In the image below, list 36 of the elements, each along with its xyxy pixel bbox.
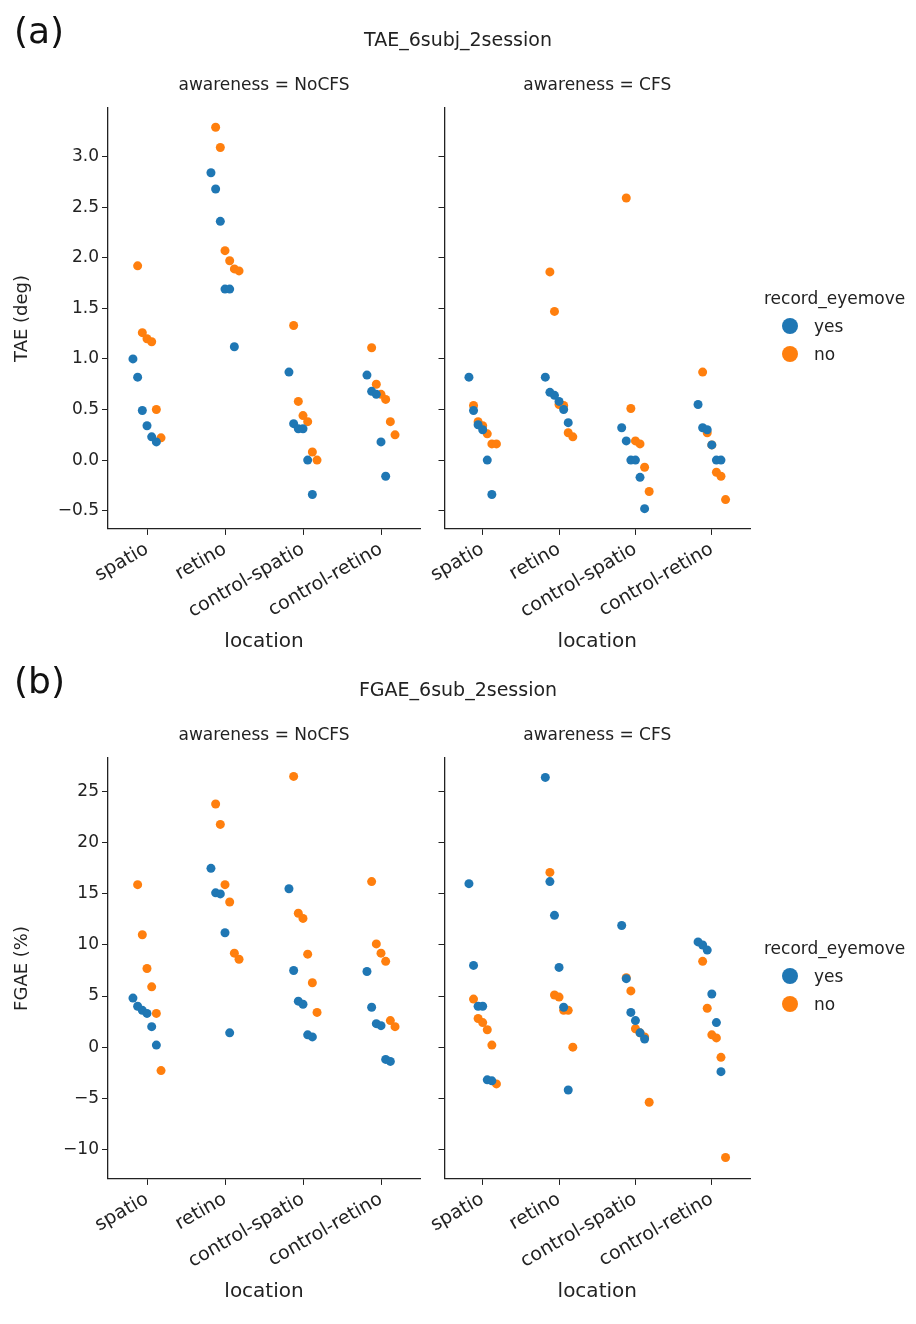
y-tick-label: 5 — [88, 984, 99, 1005]
y-tick-label: 20 — [77, 831, 99, 852]
y-tick-label: −10 — [63, 1137, 99, 1158]
y-tick-label: 15 — [77, 882, 99, 903]
y-tick-label: 3.0 — [71, 144, 99, 165]
x-axis-title: location — [224, 628, 304, 653]
legend-label: no — [814, 344, 836, 364]
y-tick-label: 0.0 — [71, 448, 99, 469]
legend-title: record_eyemove — [764, 938, 907, 958]
legend-label: yes — [814, 966, 844, 986]
chart-subtitle: awareness = CFS — [523, 74, 672, 95]
y-tick-label: 10 — [77, 933, 99, 954]
chart-subtitle: awareness = CFS — [523, 724, 672, 745]
chart-subtitle: awareness = NoCFS — [178, 74, 350, 95]
y-tick-label: −5 — [73, 1086, 99, 1107]
legend-label: yes — [814, 316, 844, 336]
chart-title: TAE_6subj_2session — [364, 28, 552, 50]
y-tick-label: 2.0 — [71, 246, 99, 267]
y-tick-label: 0.5 — [71, 397, 99, 418]
y-axis-title: FGAE (%) — [10, 926, 32, 1011]
y-axis-title: TAE (deg) — [10, 274, 32, 363]
legend-title: record_eyemove — [764, 288, 907, 308]
x-axis-title: location — [224, 1278, 304, 1303]
chart-title: FGAE_6sub_2session — [358, 678, 558, 700]
y-tick-label: 0 — [88, 1035, 99, 1056]
chart-subtitle: awareness = NoCFS — [178, 724, 350, 745]
legend-label: no — [814, 994, 836, 1014]
text: (b) — [14, 660, 65, 701]
y-tick-label: 2.5 — [71, 195, 99, 216]
x-axis-title: location — [557, 628, 637, 653]
y-tick-label: 1.5 — [71, 296, 99, 317]
y-tick-label: 1.0 — [71, 347, 99, 368]
y-tick-label: 25 — [77, 780, 99, 801]
x-axis-title: location — [557, 1278, 637, 1303]
y-tick-label: −0.5 — [57, 499, 99, 520]
text: (a) — [14, 10, 65, 51]
